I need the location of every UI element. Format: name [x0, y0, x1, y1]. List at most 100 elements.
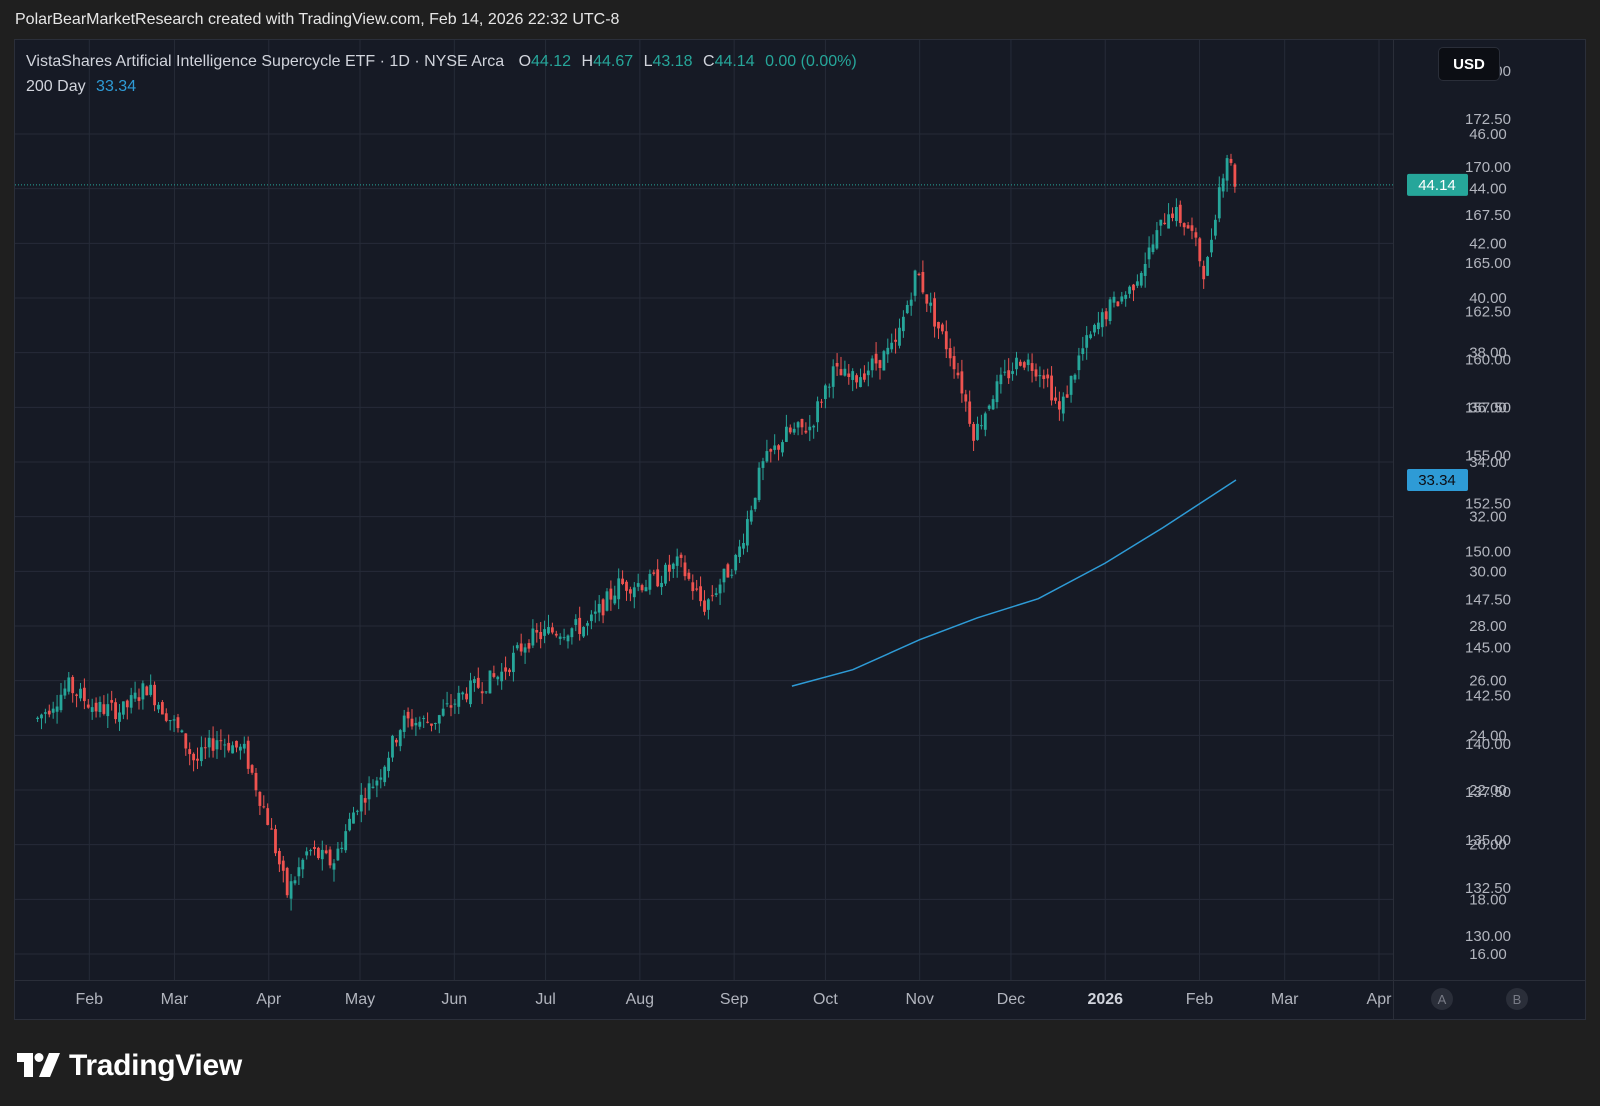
candle-body: [742, 543, 745, 549]
candle-body: [714, 593, 718, 595]
candle-body: [1213, 219, 1217, 236]
y-tick-label-secondary: 162.50: [1465, 303, 1511, 320]
candle-body: [141, 683, 145, 700]
y-tick-label: 34.00: [1469, 454, 1507, 471]
candle-body: [917, 273, 921, 276]
candle-body: [1057, 401, 1061, 410]
currency-button[interactable]: USD: [1438, 47, 1500, 81]
candle-body: [1128, 286, 1131, 294]
candle-body: [1135, 281, 1139, 286]
candle-body: [940, 324, 944, 332]
candle-body: [1065, 394, 1069, 398]
candle-body: [418, 721, 422, 727]
candle-body: [823, 385, 827, 399]
candle-body: [391, 735, 394, 758]
candle-body: [1132, 284, 1135, 291]
candle-body: [110, 700, 114, 703]
candle-body: [1182, 223, 1186, 228]
candle-body: [207, 737, 211, 748]
candle-body: [784, 426, 788, 442]
candle-body: [1229, 158, 1233, 163]
candle-body: [1143, 263, 1147, 276]
x-tick-label: Aug: [626, 991, 654, 1008]
chart-panel[interactable]: 46.00 44.00 42.00 40.00 38.00 36.00 34.00 32.00…: [14, 39, 1586, 1020]
candle-body: [1054, 397, 1057, 401]
candle-body: [1171, 213, 1174, 218]
y-tick-label: 20.00: [1469, 837, 1507, 854]
candle-body: [753, 497, 757, 510]
candle-body: [1073, 374, 1077, 380]
open-value: 44.12: [531, 53, 572, 70]
candle-body: [554, 633, 558, 636]
candle-body: [734, 554, 738, 571]
y-tick-label: 16.00: [1469, 946, 1507, 963]
ma-200-line: [791, 479, 1237, 687]
candle-body: [129, 695, 133, 708]
y-tick-label-secondary: 135.00: [1465, 832, 1511, 849]
candle-body: [387, 757, 390, 772]
close-label: C: [703, 53, 715, 70]
candle-body: [613, 595, 617, 604]
x-tick-label: Nov: [905, 991, 933, 1008]
candle-body: [94, 702, 98, 712]
candle-body: [632, 587, 636, 598]
candle-body: [609, 588, 613, 600]
candle-body: [722, 568, 726, 583]
y-tick-label-secondary: 167.50: [1465, 207, 1511, 224]
candle-body: [835, 362, 839, 367]
candle-body: [305, 851, 309, 856]
ma-price-tag: [1407, 469, 1468, 492]
candle-body: [102, 704, 106, 714]
candle-body: [589, 614, 593, 622]
candle-body: [1120, 296, 1124, 302]
candle-body: [687, 572, 691, 579]
y-tick-label: 28.00: [1469, 618, 1507, 635]
y-tick-label-secondary: 147.50: [1465, 592, 1511, 609]
symbol-description[interactable]: VistaShares Artificial Intelligence Supe…: [26, 53, 505, 70]
y-tick-label-secondary: 137.50: [1465, 784, 1511, 801]
candle-body: [769, 449, 773, 452]
candle-body: [149, 684, 153, 695]
x-tick-label: Apr: [256, 991, 282, 1008]
candle-body: [855, 375, 858, 383]
candle-body: [570, 628, 574, 638]
candle-body: [281, 860, 285, 871]
candle-body: [648, 573, 652, 590]
x-tick-label: Sep: [720, 991, 749, 1008]
x-tick-label: 2026: [1087, 991, 1123, 1008]
candle-body: [293, 880, 297, 884]
candle-body: [285, 867, 289, 896]
candle-body: [937, 321, 940, 329]
candle-body: [523, 647, 527, 653]
candle-body: [316, 847, 320, 859]
chart-legend: VistaShares Artificial Intelligence Supe…: [26, 51, 857, 101]
y-tick-label: 42.00: [1469, 235, 1507, 252]
y-tick-label: 32.00: [1469, 509, 1507, 526]
candle-body: [242, 743, 246, 749]
candle-body: [999, 374, 1003, 385]
candle-body: [812, 425, 816, 428]
candle-body: [301, 859, 305, 870]
candle-body: [86, 704, 90, 708]
candle-body: [862, 373, 866, 380]
candle-body: [328, 849, 332, 866]
candle-body: [359, 794, 363, 812]
candle-body: [90, 707, 94, 712]
candle-body: [383, 766, 387, 783]
candle-body: [667, 564, 671, 572]
candle-body: [445, 703, 449, 705]
price-chart[interactable]: 46.00 44.00 42.00 40.00 38.00 36.00 34.00 32.00…: [15, 40, 1585, 1019]
legend-indicator-row[interactable]: 200 Day 33.34: [26, 76, 857, 101]
candle-body: [511, 652, 515, 673]
candle-body: [1233, 164, 1237, 187]
candle-body: [944, 331, 948, 350]
candle-body: [394, 739, 398, 743]
y-tick-label-secondary: 150.00: [1465, 544, 1511, 561]
candle-body: [636, 583, 640, 587]
candle-body: [145, 686, 149, 696]
candle-body: [1210, 239, 1213, 253]
candle-body: [1022, 362, 1026, 368]
candle-body: [781, 442, 784, 453]
candle-body: [800, 418, 804, 428]
candle-body: [441, 708, 445, 716]
